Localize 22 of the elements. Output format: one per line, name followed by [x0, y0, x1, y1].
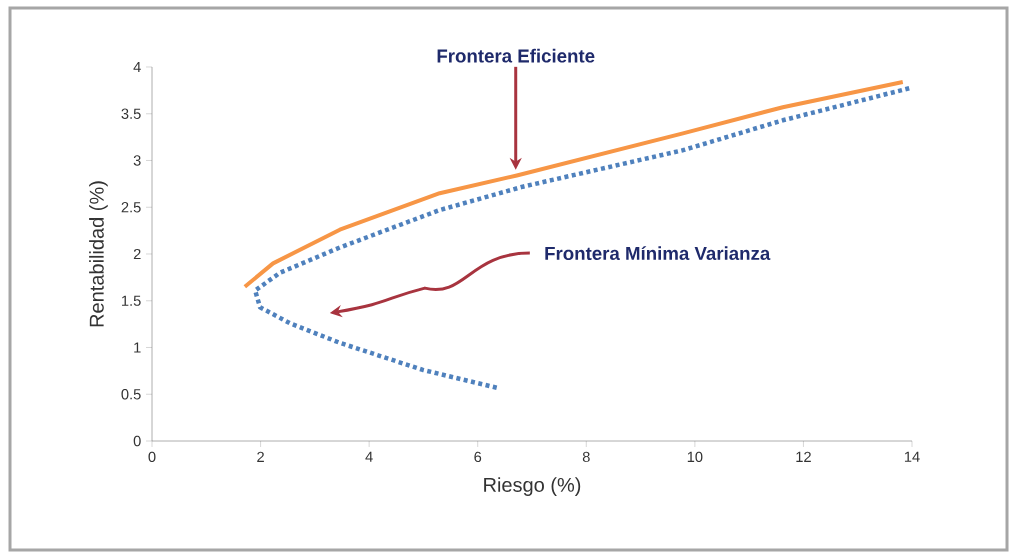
- line-series: [242, 79, 905, 289]
- y-axis-title: Rentabilidad (%): [89, 181, 108, 327]
- x-tick-label: 10: [687, 451, 703, 463]
- y-tick-label: 0: [133, 435, 141, 447]
- annotation: Frontera Eficiente: [437, 48, 595, 63]
- x-tick-label: 12: [796, 451, 811, 462]
- y-tick-label: 1: [134, 342, 141, 353]
- x-tick-label: 4: [365, 451, 373, 462]
- x-axis-title: Riesgo (%): [484, 477, 581, 496]
- x-tick-label: 0: [148, 451, 156, 463]
- annotation: Frontera Mínima Varianza: [545, 246, 771, 261]
- x-tick-label: 6: [474, 451, 482, 463]
- y-tick-label: 0.5: [121, 389, 141, 400]
- y-tick-label: 2: [133, 248, 141, 260]
- y-tick-label: 2.5: [121, 202, 141, 213]
- y-tick-label: 1.5: [122, 295, 141, 306]
- y-tick-label: 3: [133, 155, 141, 166]
- x-tick-label: 14: [904, 451, 920, 462]
- y-tick-label: 3.5: [121, 108, 141, 119]
- y-tick-label: 4: [133, 61, 141, 73]
- x-tick-label: 8: [582, 451, 590, 463]
- x-tick-label: 2: [257, 451, 264, 462]
